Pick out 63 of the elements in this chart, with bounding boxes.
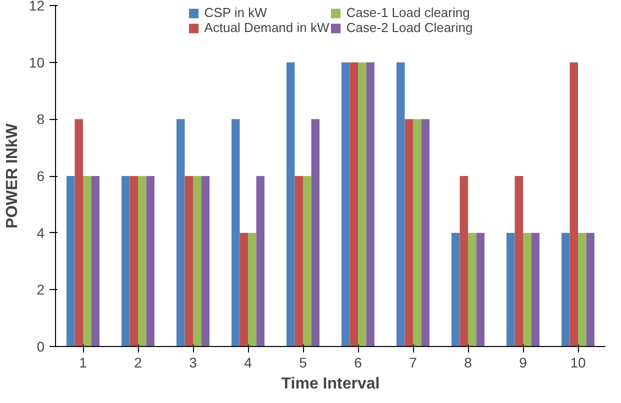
bar — [91, 176, 100, 346]
bar — [366, 62, 374, 346]
bar — [201, 176, 210, 346]
bar — [413, 119, 422, 346]
bar — [303, 176, 312, 346]
bar — [176, 119, 185, 346]
bar — [562, 232, 570, 346]
bar — [404, 119, 413, 346]
bar — [342, 62, 350, 346]
x-tick-label: 2 — [134, 354, 142, 370]
bar — [184, 176, 193, 346]
bar — [232, 119, 240, 346]
y-tick-label: 8 — [36, 111, 45, 128]
bar — [240, 232, 248, 346]
bar — [248, 232, 256, 346]
x-axis-title: Time Interval — [281, 376, 380, 392]
bar — [122, 176, 130, 346]
bar — [294, 176, 303, 346]
x-tick-label: 6 — [354, 354, 362, 370]
bar — [193, 176, 202, 346]
bar — [460, 176, 468, 346]
bar — [286, 62, 295, 346]
legend-label: Case-1 Load clearing — [346, 5, 470, 20]
bar — [506, 232, 515, 346]
x-tick-label: 8 — [464, 354, 472, 370]
bar — [83, 176, 92, 346]
bar — [514, 176, 523, 346]
bar — [531, 232, 540, 346]
y-axis-title: POWER INkW — [4, 122, 21, 228]
bar — [452, 232, 460, 346]
bar — [523, 232, 532, 346]
bar — [256, 176, 264, 346]
bar — [421, 119, 430, 346]
y-tick-label: 6 — [36, 168, 45, 184]
bar — [578, 232, 586, 346]
y-tick-label: 12 — [28, 0, 45, 14]
x-tick-label: 5 — [299, 354, 308, 370]
bar — [66, 176, 75, 346]
legend-label: Actual Demand in kW — [204, 20, 330, 35]
bar — [468, 232, 476, 346]
x-tick-label: 10 — [570, 354, 586, 370]
bar — [350, 62, 358, 346]
bar — [358, 62, 366, 346]
bar — [396, 62, 405, 346]
y-tick-label: 10 — [28, 54, 45, 70]
x-tick-label: 4 — [244, 354, 252, 370]
x-tick-label: 3 — [189, 354, 198, 370]
legend-label: Case-2 Load Clearing — [346, 20, 473, 35]
y-tick-label: 4 — [36, 224, 45, 241]
y-tick-label: 0 — [36, 338, 45, 354]
legend-label: CSP in kW — [204, 5, 267, 20]
bar — [311, 119, 320, 346]
x-tick-label: 7 — [409, 354, 418, 370]
bar — [130, 176, 138, 346]
x-tick-label: 9 — [519, 354, 528, 370]
bar — [476, 232, 484, 346]
bar — [586, 232, 594, 346]
y-tick-label: 2 — [36, 282, 45, 298]
bar — [138, 176, 146, 346]
bar — [570, 62, 578, 346]
x-tick-label: 1 — [79, 354, 88, 370]
bar — [146, 176, 154, 346]
bar — [74, 119, 83, 346]
